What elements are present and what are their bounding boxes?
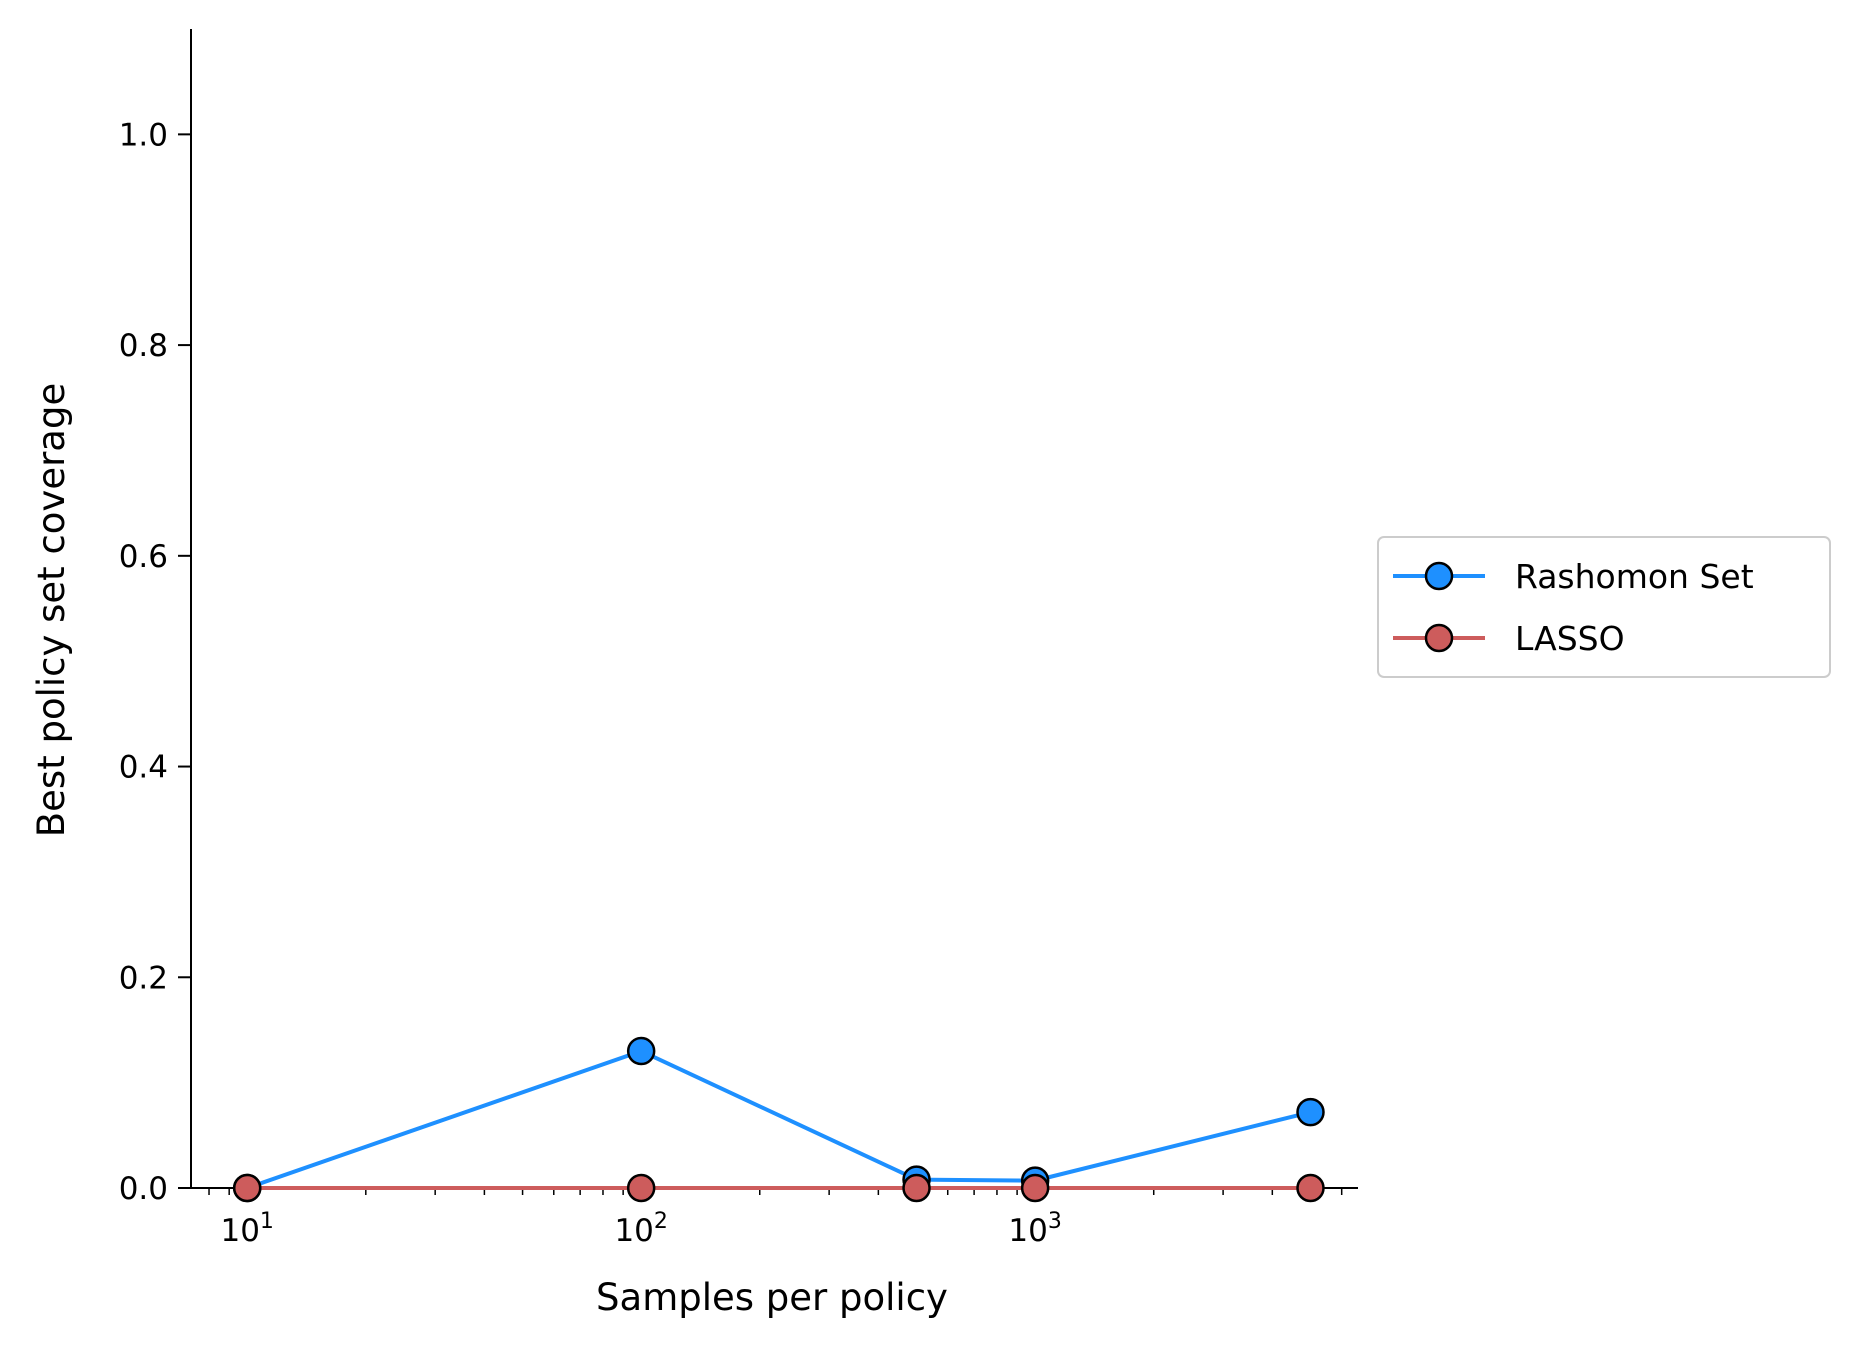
legend-label: Rashomon Set — [1515, 557, 1754, 596]
x-axis-ticks: 101 102 103 — [220, 1188, 1062, 1249]
legend-label: LASSO — [1515, 619, 1625, 658]
y-axis-label: Best policy set coverage — [30, 383, 73, 837]
y-tick-label: 0.6 — [119, 539, 168, 575]
plot-area: 101 102 103 0.0 0.2 0.4 0.6 0.8 1.0 — [119, 29, 1358, 1249]
y-axis-ticks: 0.0 0.2 0.4 0.6 0.8 1.0 — [119, 117, 191, 1207]
x-tick-label: 102 — [614, 1209, 667, 1249]
series-point-0 — [626, 1036, 656, 1066]
x-tick-label: 103 — [1008, 1209, 1061, 1249]
series-point-1 — [232, 1173, 262, 1203]
y-tick-label: 0.2 — [119, 960, 168, 996]
legend-frame — [1377, 536, 1831, 678]
series-layer — [232, 1036, 1325, 1203]
legend: Rashomon Set LASSO — [1377, 536, 1831, 678]
x-tick-label: 101 — [220, 1209, 273, 1249]
legend-marker — [1424, 561, 1454, 591]
y-tick-label: 1.0 — [119, 117, 168, 153]
x-axis-label: Samples per policy — [596, 1276, 948, 1319]
y-tick-label: 0.4 — [119, 750, 168, 786]
series-point-1 — [902, 1173, 931, 1203]
series-point-1 — [1296, 1173, 1325, 1203]
y-tick-label: 0.8 — [119, 328, 168, 364]
legend-marker — [1424, 623, 1454, 653]
series-line-0 — [246, 1049, 1311, 1190]
y-tick-label: 0.0 — [119, 1171, 168, 1207]
series-point-0 — [1296, 1097, 1325, 1127]
series-point-1 — [1020, 1173, 1050, 1203]
series-point-1 — [626, 1173, 656, 1203]
